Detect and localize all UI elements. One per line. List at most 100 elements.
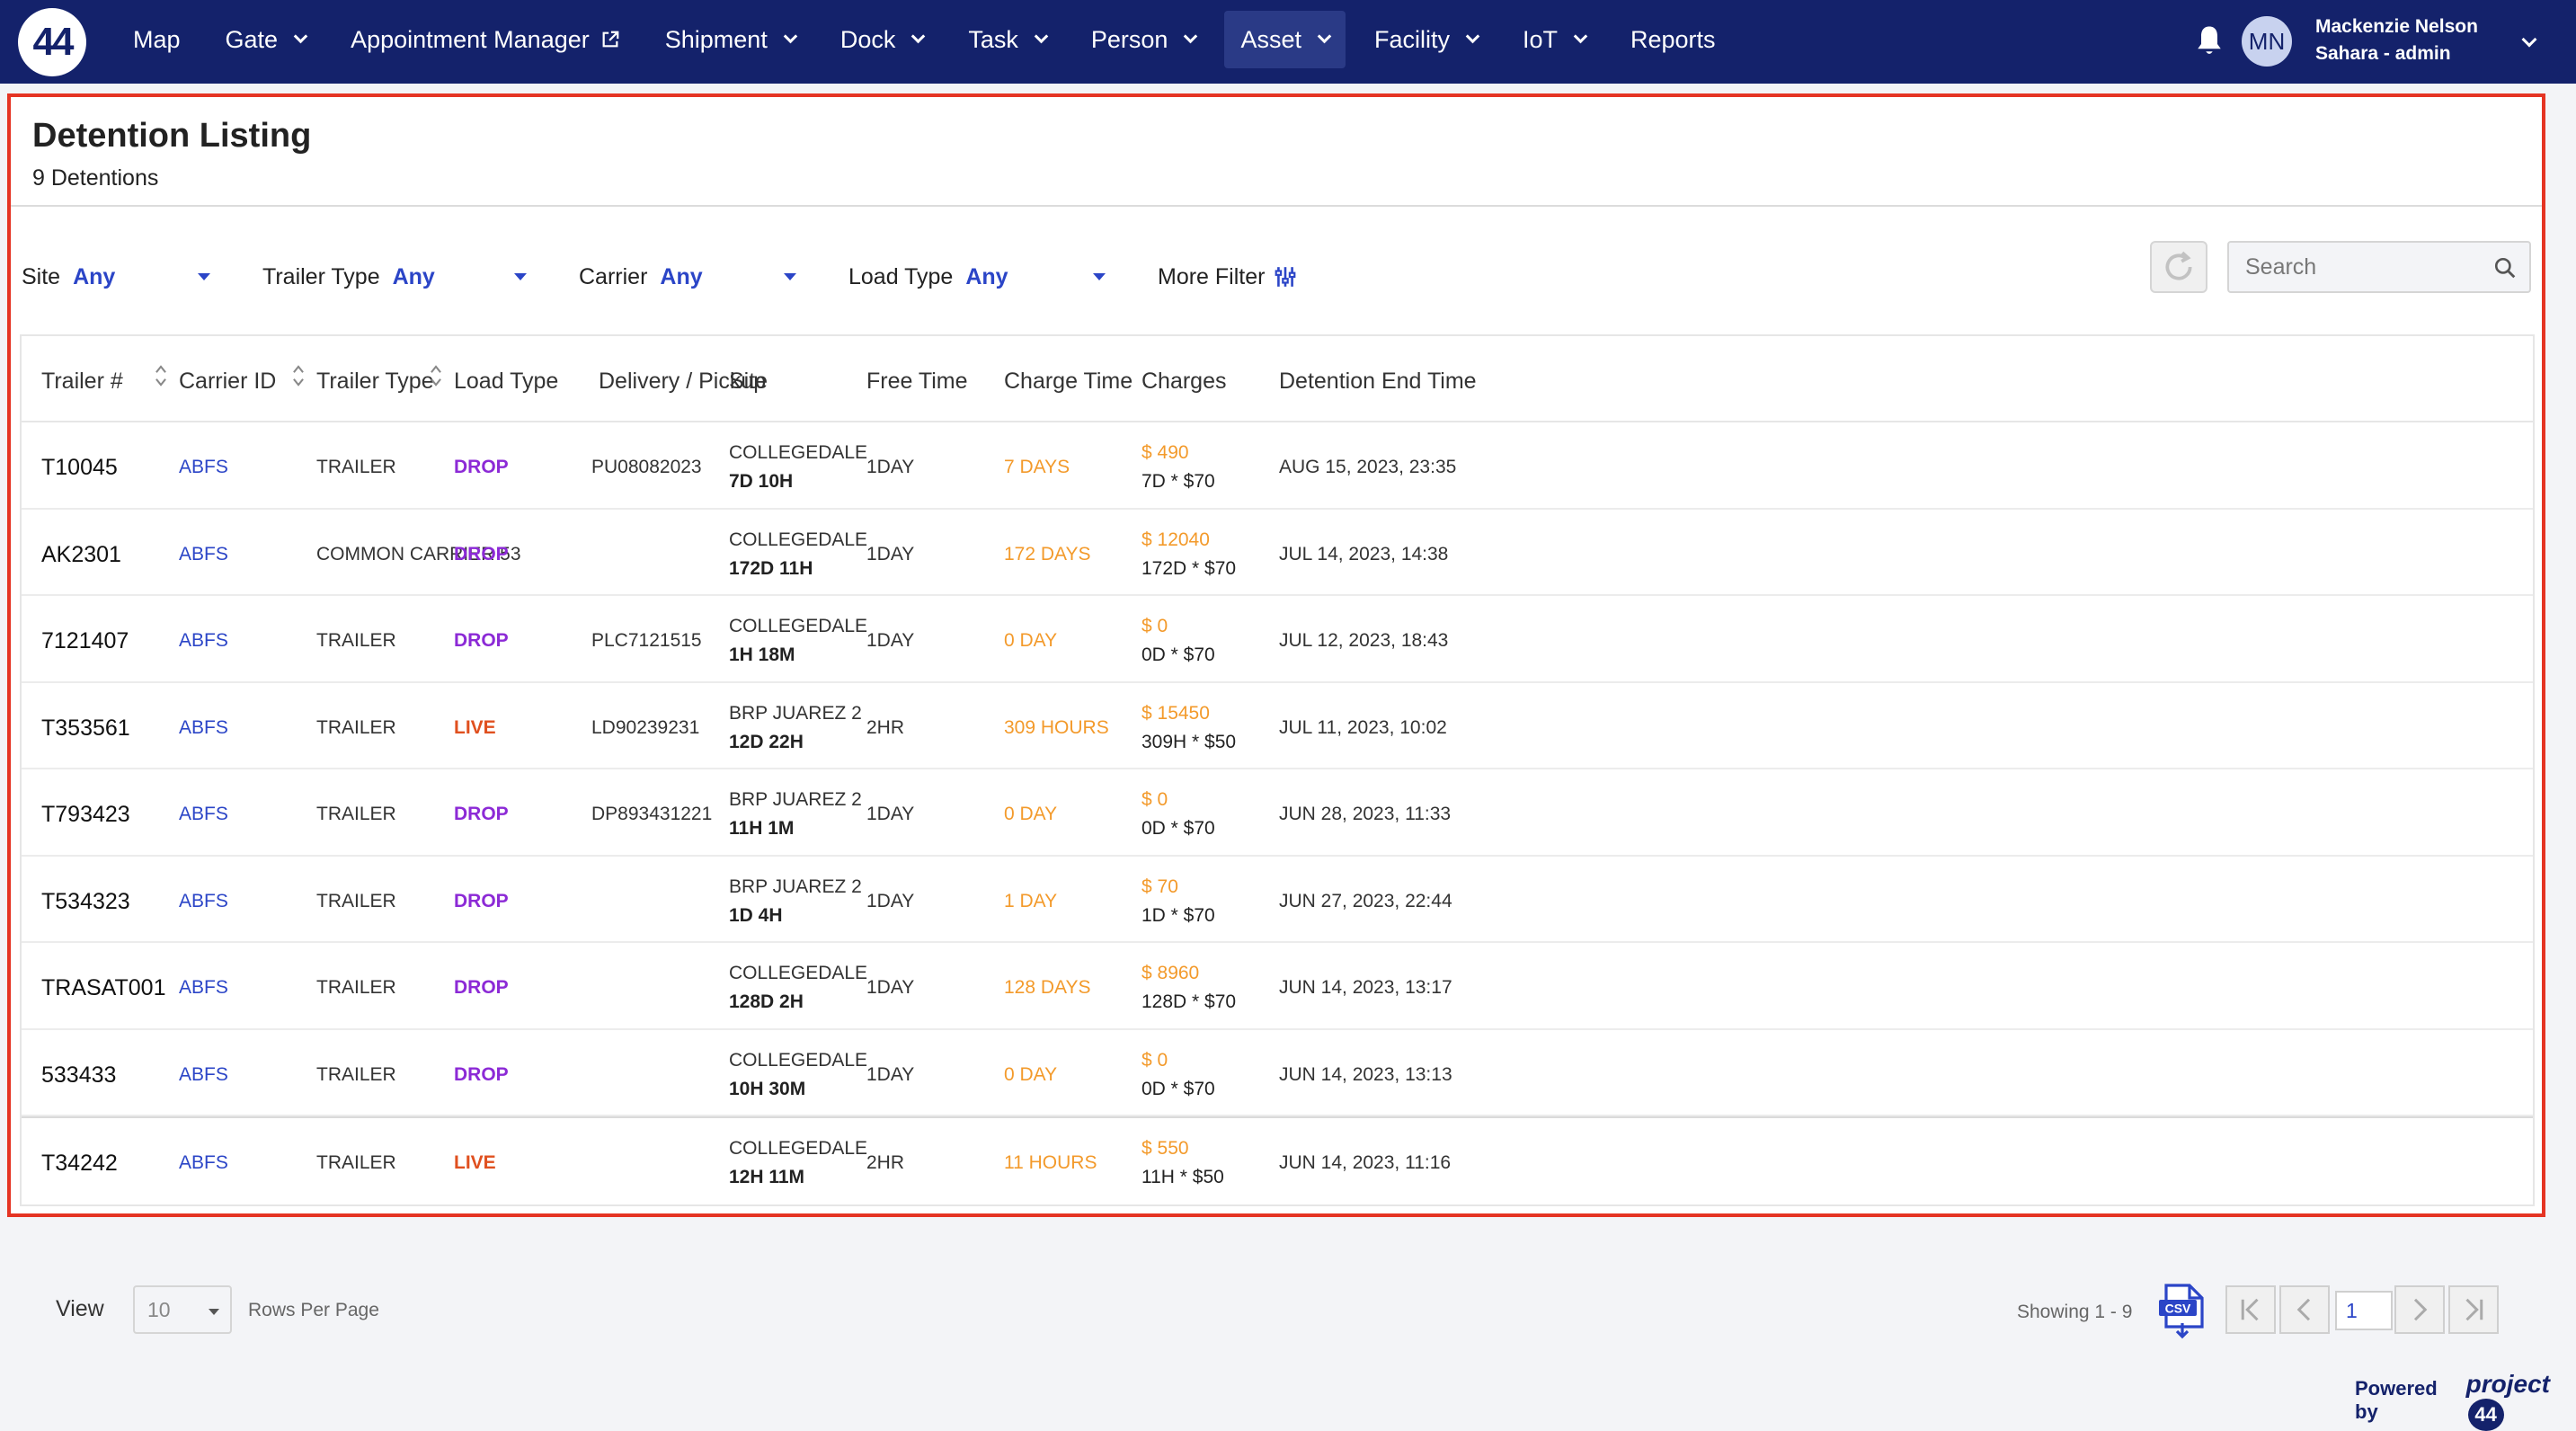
search-icon[interactable] [2493, 256, 2517, 280]
table-row[interactable]: T10045 ABFS TRAILER DROP PU08082023 COLLEGEDA… [22, 422, 2533, 510]
carrier-id-link[interactable]: ABFS [179, 457, 228, 477]
table-row[interactable]: T34242 ABFS TRAILER LIVE COLLEGEDALE 12H 11M 2… [22, 1116, 2533, 1204]
nav-item-person[interactable]: Person [1075, 11, 1212, 68]
charge-calculation: 0D * $70 [1141, 1078, 1215, 1099]
chevron-down-icon [1317, 29, 1332, 43]
nav-item-task[interactable]: Task [952, 11, 1062, 68]
filter-site[interactable]: Site Any [22, 264, 210, 290]
charge-calculation: 11H * $50 [1141, 1167, 1224, 1187]
site-name: COLLEGEDALE [729, 1138, 868, 1159]
logo[interactable]: 44 [18, 8, 86, 76]
free-time: 1DAY [866, 457, 915, 477]
load-type: DROP [454, 630, 509, 651]
site-duration: 10H 30M [729, 1078, 806, 1099]
previous-page-button[interactable] [2279, 1285, 2330, 1334]
chevron-down-icon [911, 29, 926, 43]
carrier-id-link[interactable]: ABFS [179, 1063, 228, 1085]
nav-item-reports[interactable]: Reports [1614, 11, 1732, 68]
csv-download-icon[interactable]: CSV [2157, 1284, 2206, 1339]
header-charge-time: Charge Time [1004, 369, 1133, 394]
charge-amount: $ 0 [1141, 789, 1168, 810]
load-type: DROP [454, 890, 509, 911]
delivery-pickup: LD90239231 [591, 716, 700, 738]
filter-trailer-type[interactable]: Trailer Type Any [262, 264, 527, 290]
detention-end-time: JUN 28, 2023, 11:33 [1279, 804, 1452, 824]
table-row[interactable]: TRASAT001 ABFS TRAILER DROP COLLEGEDALE 128D … [22, 943, 2533, 1030]
trailer-type: TRAILER [316, 804, 396, 824]
view-label: View [56, 1296, 104, 1321]
charge-amount: $ 70 [1141, 875, 1178, 897]
nav-item-iot[interactable]: IoT [1506, 11, 1602, 68]
nav-item-dock[interactable]: Dock [824, 11, 940, 68]
nav-item-facility[interactable]: Facility [1358, 11, 1494, 68]
filter-value: Any [392, 263, 435, 289]
nav-menu: Map Gate Appointment Manager Shipment Dock Ta… [117, 11, 1745, 68]
trailer-number: T353561 [41, 715, 130, 741]
refresh-button[interactable] [2150, 241, 2207, 293]
nav-item-label: Reports [1630, 25, 1716, 53]
trailer-number: T793423 [41, 802, 130, 827]
carrier-id-link[interactable]: ABFS [179, 630, 228, 651]
brand-logo: project44 [2466, 1370, 2576, 1431]
avatar[interactable]: MN [2242, 16, 2292, 67]
first-page-icon [2241, 1298, 2259, 1321]
charge-time: 1 DAY [1004, 890, 1058, 911]
table-row[interactable]: T793423 ABFS TRAILER DROP DP893431221 BRP JUA… [22, 769, 2533, 857]
header-trailer-type[interactable]: Trailer Type [316, 369, 434, 394]
site-duration: 128D 2H [729, 991, 804, 1012]
charge-time: 309 HOURS [1004, 716, 1109, 738]
charge-amount: $ 15450 [1141, 702, 1210, 724]
carrier-id-link[interactable]: ABFS [179, 543, 228, 564]
charge-amount: $ 0 [1141, 1049, 1168, 1071]
sort-icon[interactable] [429, 363, 443, 388]
chevron-left-icon [2296, 1298, 2311, 1321]
user-menu-chevron-icon[interactable] [2521, 31, 2537, 48]
nav-item-appointment-manager[interactable]: Appointment Manager [334, 11, 636, 68]
nav-item-asset[interactable]: Asset [1224, 11, 1346, 68]
site-duration: 1H 18M [729, 644, 795, 665]
carrier-id-link[interactable]: ABFS [179, 804, 228, 824]
carrier-id-link[interactable]: ABFS [179, 977, 228, 998]
trailer-type: TRAILER [316, 977, 396, 998]
header-trailer-number[interactable]: Trailer # [41, 369, 123, 394]
table-row[interactable]: T534323 ABFS TRAILER DROP BRP JUAREZ 2 1D 4H 1… [22, 857, 2533, 943]
last-page-button[interactable] [2448, 1285, 2499, 1334]
charge-time: 0 DAY [1004, 804, 1058, 824]
trailer-type: TRAILER [316, 1063, 396, 1085]
table-row[interactable]: 533433 ABFS TRAILER DROP COLLEGEDALE 10H 30M 1… [22, 1030, 2533, 1116]
load-type: DROP [454, 977, 509, 998]
user-role: Sahara - admin [2315, 43, 2451, 64]
rows-per-page-select[interactable]: 10 [133, 1285, 232, 1334]
carrier-id-link[interactable]: ABFS [179, 890, 228, 911]
first-page-button[interactable] [2225, 1285, 2276, 1334]
header-carrier-id[interactable]: Carrier ID [179, 369, 277, 394]
header-free-time: Free Time [866, 369, 968, 394]
nav-item-gate[interactable]: Gate [209, 11, 323, 68]
table-row[interactable]: T353561 ABFS TRAILER LIVE LD90239231 BRP JUAR… [22, 683, 2533, 769]
nav-item-map[interactable]: Map [117, 11, 197, 68]
table-row[interactable]: 7121407 ABFS TRAILER DROP PLC7121515 COLLEGED… [22, 596, 2533, 683]
search-input[interactable] [2229, 253, 2481, 280]
charge-amount: $ 0 [1141, 616, 1168, 636]
header-delivery-pickup: Delivery / Pickup [599, 369, 767, 394]
filter-carrier[interactable]: Carrier Any [579, 264, 796, 290]
site-duration: 1D 4H [729, 904, 783, 926]
current-page-input[interactable]: 1 [2335, 1291, 2393, 1330]
nav-item-shipment[interactable]: Shipment [649, 11, 812, 68]
carrier-id-link[interactable]: ABFS [179, 1152, 228, 1173]
table-row[interactable]: AK2301 ABFS COMMON CARRIER 53 DROP COLLEGEDA… [22, 510, 2533, 596]
sort-icon[interactable] [291, 363, 306, 388]
showing-range: Showing 1 - 9 [2017, 1302, 2133, 1322]
more-filter-button[interactable]: More Filter [1158, 264, 1297, 290]
charge-amount: $ 12040 [1141, 529, 1210, 550]
detention-end-time: JUN 14, 2023, 13:17 [1279, 977, 1452, 998]
load-type: DROP [454, 457, 509, 477]
next-page-button[interactable] [2394, 1285, 2445, 1334]
sort-icon[interactable] [154, 363, 168, 388]
filter-load-type[interactable]: Load Type Any [848, 264, 1106, 290]
trailer-type: COMMON CARRIER 53 [316, 543, 521, 564]
bell-icon[interactable] [2193, 23, 2225, 59]
carrier-id-link[interactable]: ABFS [179, 716, 228, 738]
filter-label: Site [22, 263, 61, 289]
chevron-down-icon [1573, 29, 1588, 43]
